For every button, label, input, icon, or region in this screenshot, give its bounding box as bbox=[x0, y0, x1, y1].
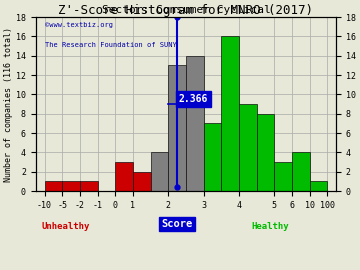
Bar bbox=[221, 36, 239, 191]
Bar bbox=[80, 181, 98, 191]
Text: ©www.textbiz.org: ©www.textbiz.org bbox=[45, 22, 113, 28]
Bar bbox=[203, 123, 221, 191]
Text: 2.366: 2.366 bbox=[179, 94, 208, 104]
Text: Sector: Consumer Cyclical: Sector: Consumer Cyclical bbox=[102, 5, 270, 15]
Bar bbox=[274, 162, 292, 191]
Text: The Research Foundation of SUNY: The Research Foundation of SUNY bbox=[45, 42, 176, 48]
Text: Score: Score bbox=[161, 219, 193, 229]
Bar bbox=[62, 181, 80, 191]
Text: Healthy: Healthy bbox=[251, 222, 289, 231]
Bar bbox=[310, 181, 327, 191]
Bar bbox=[45, 181, 62, 191]
Bar bbox=[133, 172, 150, 191]
Bar bbox=[239, 104, 257, 191]
Title: Z'-Score Histogram for MNRO (2017): Z'-Score Histogram for MNRO (2017) bbox=[58, 4, 314, 17]
Bar bbox=[115, 162, 133, 191]
Bar bbox=[150, 153, 168, 191]
Bar bbox=[292, 153, 310, 191]
Bar bbox=[186, 56, 203, 191]
Bar bbox=[168, 66, 186, 191]
Text: Unhealthy: Unhealthy bbox=[41, 222, 90, 231]
Bar bbox=[257, 114, 274, 191]
Y-axis label: Number of companies (116 total): Number of companies (116 total) bbox=[4, 27, 13, 182]
